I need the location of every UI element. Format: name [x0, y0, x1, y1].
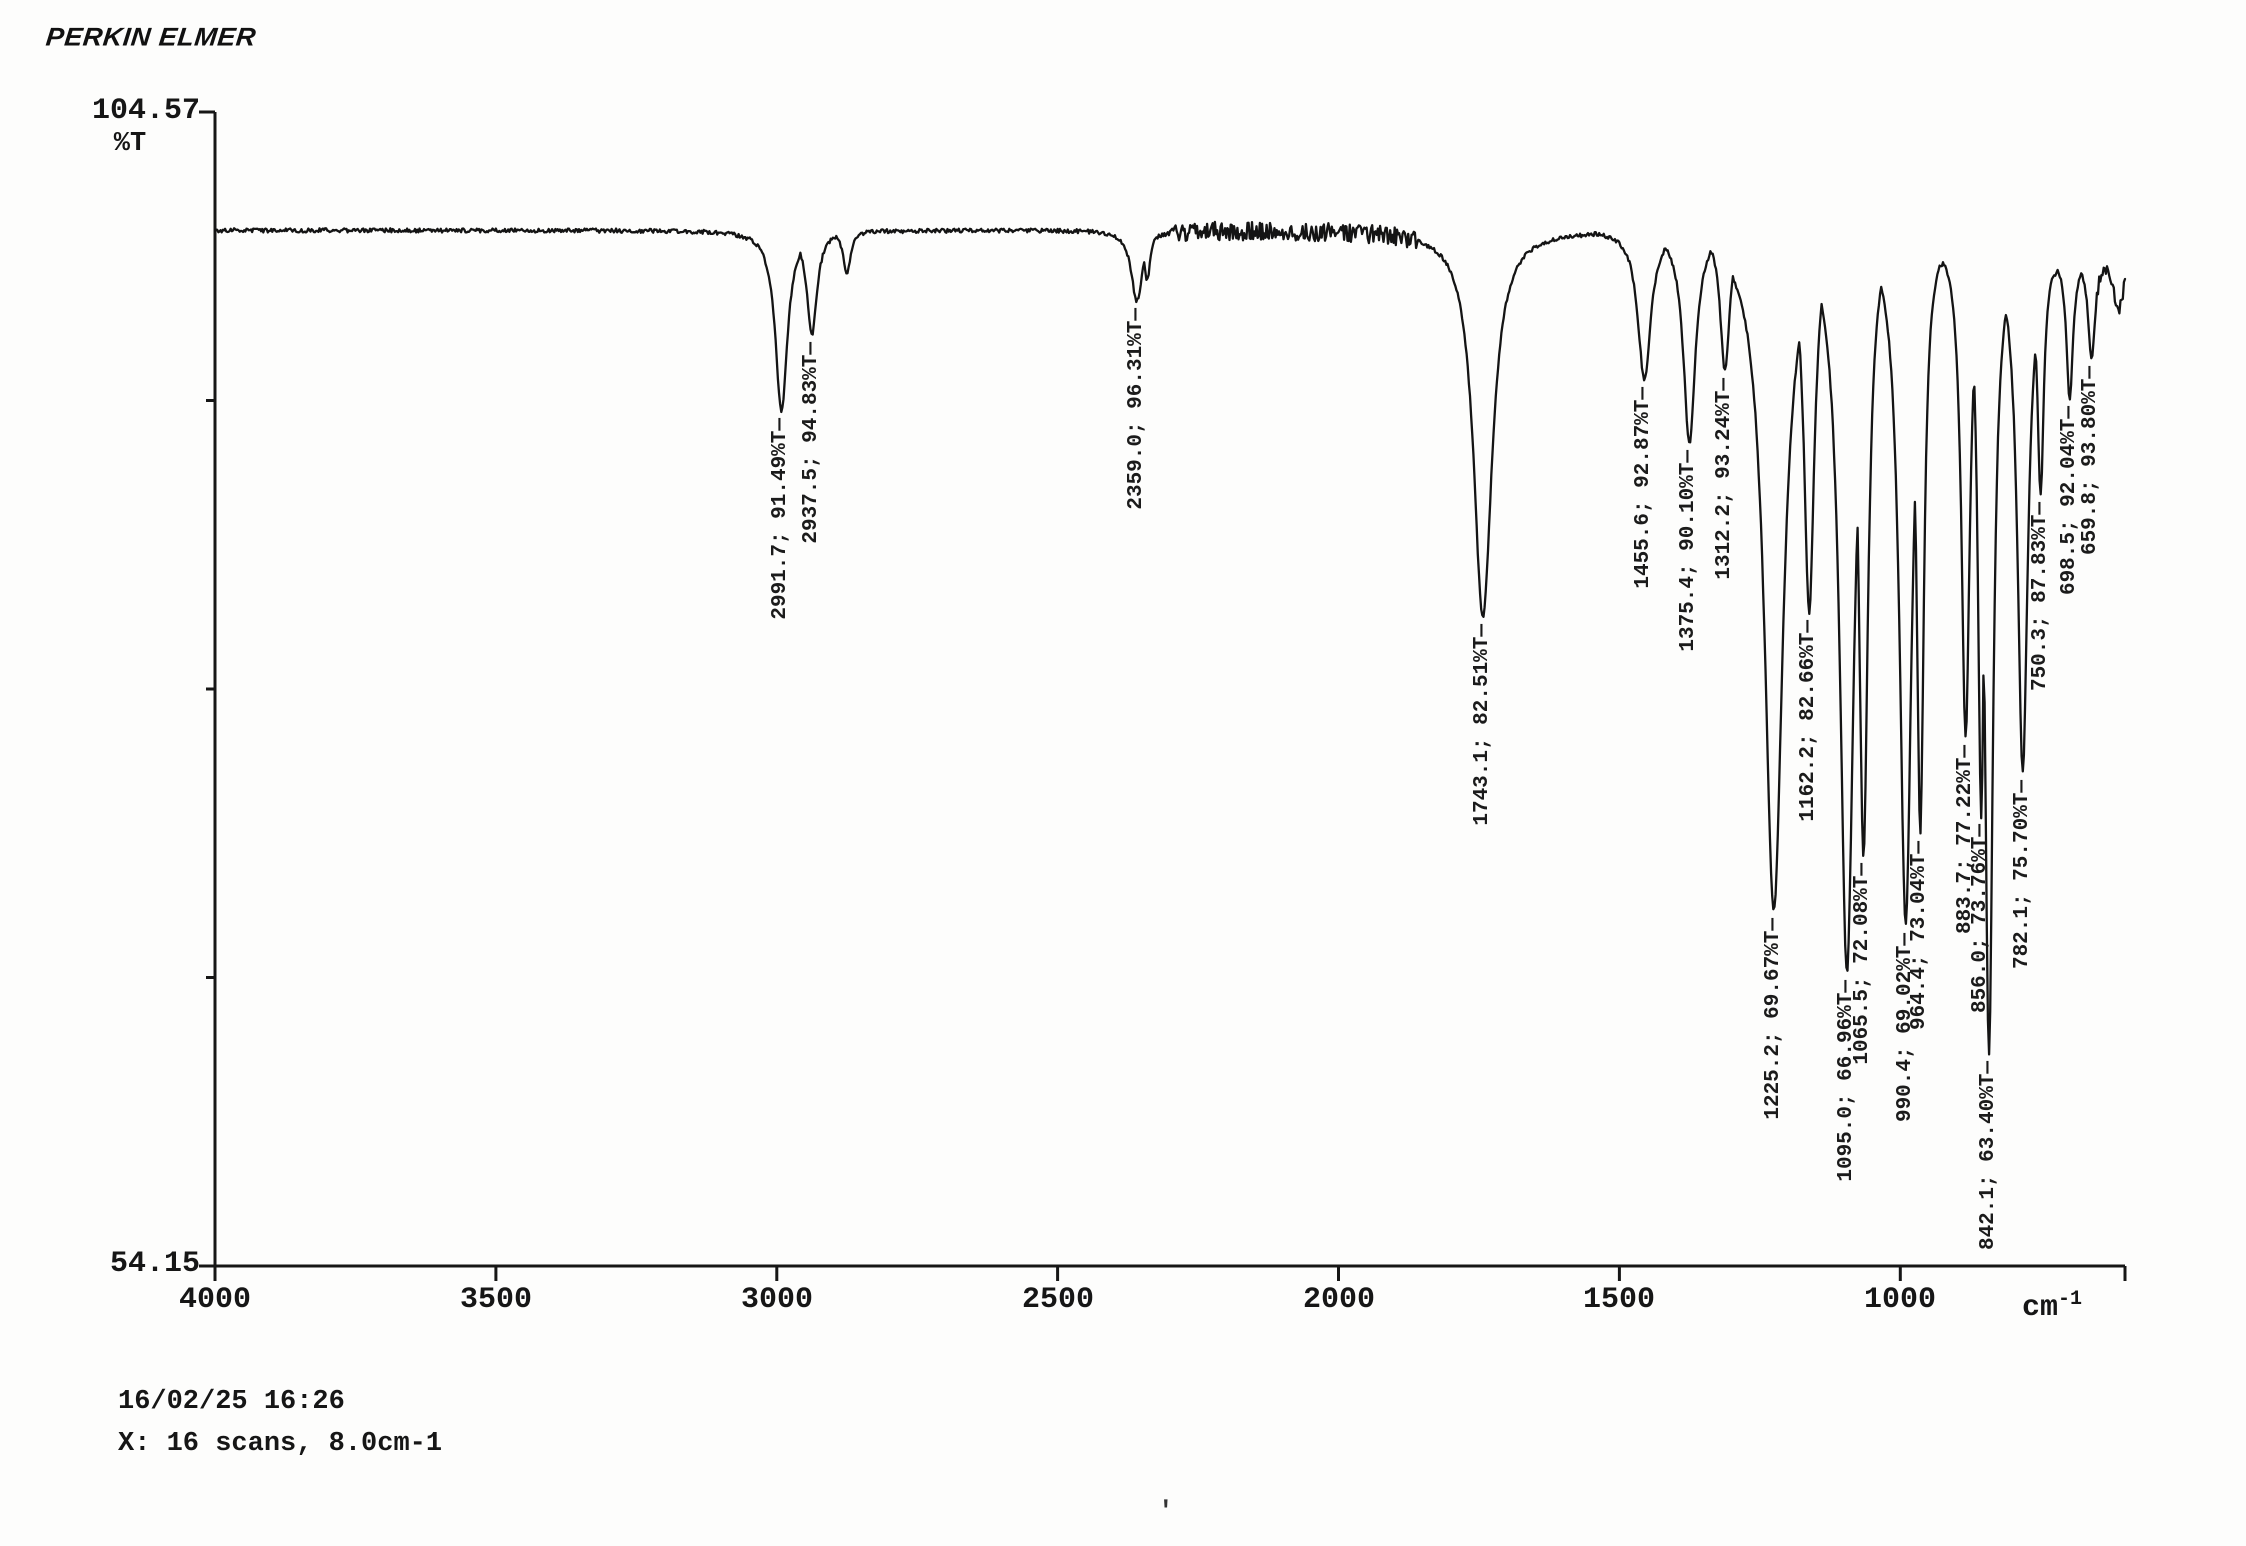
peak-label: 856.0; 73.76%T—: [1969, 824, 1992, 1014]
peak-label: 1162.2; 82.66%T—: [1797, 620, 1820, 822]
x-axis-tick-label: 4000: [178, 1283, 251, 1317]
footer-timestamp: 16/02/25 16:26: [118, 1387, 345, 1417]
x-axis-unit-label: cm-1: [2022, 1284, 2082, 1324]
axes: [199, 110, 2127, 1281]
peak-label: 1375.4; 90.10%T—: [1677, 450, 1700, 652]
peak-label: 698.5; 92.04%T—: [2058, 406, 2081, 596]
peak-label: 1312.2; 93.24%T—: [1713, 378, 1736, 580]
x-axis-tick-label: 3500: [459, 1283, 532, 1317]
peak-label: 2991.7; 91.49%T—: [769, 418, 792, 620]
peak-label: 659.8; 93.80%T—: [2079, 366, 2102, 556]
x-axis-tick-label: 1000: [1863, 1283, 1936, 1317]
peak-label: 1065.5; 72.08%T—: [1851, 863, 1874, 1065]
peak-label: 2937.5; 94.83%T—: [800, 342, 823, 544]
peak-label: 750.3; 87.83%T—: [2029, 502, 2052, 692]
x-axis-tick-label: 3000: [740, 1283, 813, 1317]
peak-label: 782.1; 75.70%T—: [2011, 780, 2034, 970]
footer-scan-info: X: 16 scans, 8.0cm-1: [118, 1429, 443, 1459]
x-axis-tick-label: 2000: [1302, 1283, 1375, 1317]
x-axis-unit-exponent: -1: [2058, 1288, 2083, 1311]
peak-label: 1225.2; 69.67%T—: [1762, 918, 1785, 1120]
x-axis-tick-label: 1500: [1582, 1283, 1655, 1317]
peak-label: 2359.0; 96.31%T—: [1125, 308, 1148, 510]
peak-label: 842.1; 63.40%T—: [1977, 1061, 2000, 1251]
peak-label: 964.4; 73.04%T—: [1908, 841, 1931, 1031]
y-axis-min-label: 54.15: [109, 1247, 200, 1281]
peak-label: 1743.1; 82.51%T—: [1471, 624, 1494, 826]
x-axis-tick-label: 2500: [1021, 1283, 1094, 1317]
peak-label: 1455.6; 92.87%T—: [1632, 387, 1655, 589]
scan-artifact: ': [1158, 1496, 1174, 1526]
y-axis-unit-label: %T: [113, 129, 147, 159]
spectrum-curve: [213, 220, 2127, 1056]
y-axis-max-label: 104.57: [91, 94, 200, 128]
x-axis-unit-base: cm: [2022, 1291, 2059, 1325]
